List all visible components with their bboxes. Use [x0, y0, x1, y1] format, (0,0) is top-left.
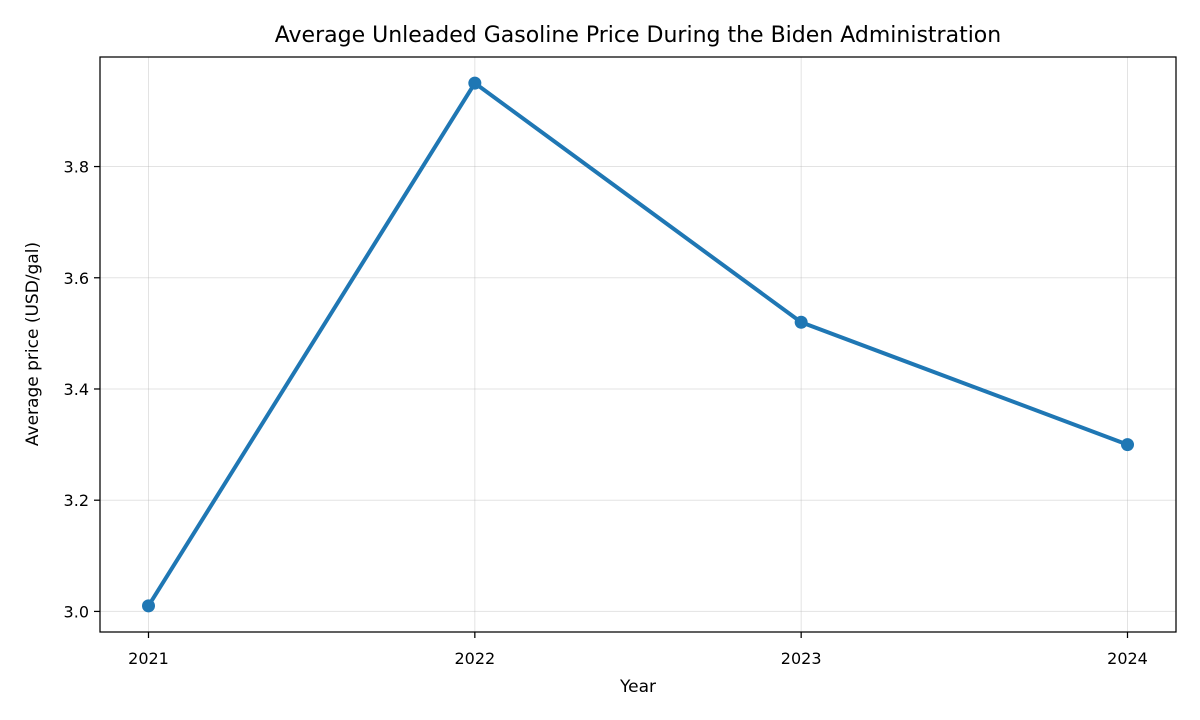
x-tick-label: 2024 [1107, 649, 1148, 668]
x-tick-label: 2023 [781, 649, 822, 668]
y-tick-label: 3.8 [64, 158, 89, 177]
y-axis-label: Average price (USD/gal) [23, 242, 43, 446]
y-tick-label: 3.2 [64, 491, 89, 510]
y-tick-label: 3.6 [64, 269, 89, 288]
x-axis: 2021 2022 2023 2024 [128, 632, 1148, 668]
data-point [794, 315, 808, 329]
plot-area-frame [99, 56, 1177, 633]
data-point [142, 599, 155, 613]
x-tick-label: 2022 [454, 649, 495, 668]
y-axis: 3.0 3.2 3.4 3.6 3.8 [64, 158, 100, 621]
x-tick-label: 2021 [128, 649, 169, 668]
data-point [468, 76, 482, 90]
grid [100, 57, 1176, 632]
chart-title: Average Unleaded Gasoline Price During t… [275, 23, 1001, 48]
x-axis-label: Year [619, 677, 656, 697]
data-point [1121, 438, 1134, 452]
series-line [146, 81, 1130, 608]
y-tick-label: 3.0 [64, 602, 89, 621]
y-tick-label: 3.4 [64, 380, 89, 399]
series-group [142, 76, 1134, 613]
